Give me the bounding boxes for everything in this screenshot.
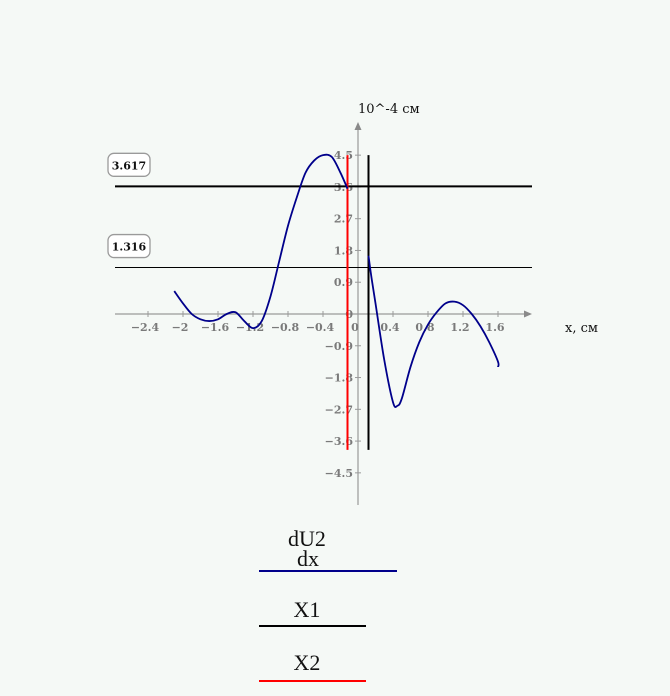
x-tick-label: 0.8	[415, 321, 434, 334]
x-tick-label: −2	[172, 321, 189, 334]
x-tick-label: −0.8	[271, 321, 300, 334]
y-tick-label: 2.7	[334, 213, 353, 226]
marker-lines	[115, 155, 532, 450]
y-tick-label: −2.7	[325, 403, 353, 416]
y-tick-label: 0	[345, 308, 353, 321]
marker-value-badge: 1.316	[107, 233, 151, 259]
y-tick-label: 3.6	[334, 181, 353, 194]
y-tick-label: −0.9	[325, 340, 353, 353]
legend-item: X1	[259, 597, 366, 627]
marker-value-badge: 3.617	[107, 152, 151, 177]
badge-label: 1.316	[112, 241, 147, 254]
marker-badges: 3.617 1.316	[107, 152, 151, 259]
legend-item: X2	[259, 650, 366, 682]
badge-label: 3.617	[112, 159, 146, 172]
y-tick-label: −1.8	[325, 372, 354, 385]
legend-label: X2	[294, 650, 321, 675]
x-tick-label: 0.4	[380, 321, 399, 334]
x-tick-label: 1.2	[450, 321, 469, 334]
y-axis-arrow-icon	[354, 122, 362, 130]
series-line-segment-1	[173, 153, 349, 330]
legend-label-denominator: dx	[297, 546, 319, 571]
x-tick-label: −1.6	[201, 321, 230, 334]
x-axis-label: x, см	[565, 321, 598, 336]
legend-label: X1	[294, 597, 321, 622]
x-axis-arrow-icon	[524, 310, 532, 318]
badge-box	[107, 152, 151, 177]
y-tick-label: 0.9	[334, 276, 353, 289]
x-tick-label: 1.6	[485, 321, 504, 334]
y-tick-label: 1.8	[334, 244, 353, 257]
y-tick-label: 4.5	[334, 149, 353, 162]
legend-label: dU2	[288, 526, 326, 551]
x-tick-label: 0	[351, 321, 359, 334]
axes: −2.4 −2 −1.6 −1.2 −0.8 −0.4 0 0.4 0.8 1.2 1.64.53.…	[115, 122, 532, 505]
series-line-segment-2	[367, 255, 500, 409]
series-lines	[173, 153, 500, 409]
y-tick-label: −3.6	[325, 435, 354, 448]
x-tick-label: −2.4	[131, 321, 160, 334]
x-tick-label: −0.4	[306, 321, 335, 334]
y-axis-label: 10^-4 см	[358, 102, 420, 117]
badge-box	[107, 233, 151, 259]
y-tick-label: −4.5	[325, 467, 353, 480]
